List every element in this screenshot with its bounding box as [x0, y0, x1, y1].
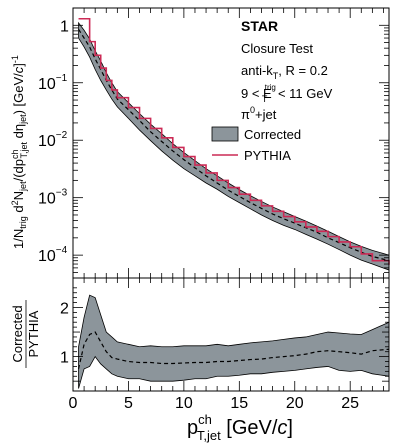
legend-swatch-corrected	[211, 126, 239, 142]
y-tick-label: 10−1	[38, 73, 68, 93]
ratio-y-tick-label: 1	[60, 350, 69, 367]
legend-label-pythia: PYTHIA	[244, 148, 291, 163]
legend-label-corrected: Corrected	[244, 127, 301, 142]
x-tick-label: 15	[230, 395, 248, 412]
x-tick-label: 20	[286, 395, 304, 412]
legend-line2: anti-kT, R = 0.2	[241, 63, 328, 81]
legend-experiment: STAR	[241, 18, 278, 34]
ratio-frame	[72, 277, 390, 392]
y-tick-label: 10−3	[38, 188, 68, 208]
ratio-y-tick-label: 2	[60, 300, 69, 317]
ratio-band	[78, 294, 390, 389]
ratio-panel: 120 5 10 15 20 25 Corrected PYTHIA	[10, 277, 390, 412]
legend-line1: Closure Test	[241, 41, 313, 56]
y-tick-label: 10−2	[38, 130, 68, 150]
corrected-uncertainty-band	[78, 21, 390, 271]
x-axis-label: pch T,jet [GeV/c]	[187, 412, 293, 443]
corrected-band	[78, 21, 390, 271]
ratio-uncertainty-band	[78, 294, 390, 389]
ratio-ticks: 120 5 10 15 20 25	[60, 278, 389, 412]
x-tick-label: 5	[124, 395, 133, 412]
x-tick-label: 25	[341, 395, 359, 412]
y-tick-label: 1	[60, 18, 69, 35]
ratio-y-label-bottom: PYTHIA	[26, 310, 41, 357]
top-y-axis-label: 1/Ntrig d2Njet/(dpchT,jet dηjet) [GeV/c]…	[10, 55, 29, 249]
legend: STAR Closure Test anti-kT, R = 0.2 9 < E…	[211, 18, 333, 163]
top-y-ticks: 1 10−1 10−2 10−3 10−4	[38, 7, 389, 279]
ratio-line	[77, 331, 390, 370]
pythia-line	[78, 17, 390, 265]
legend-line3: 9 < Etrig T < 11 GeV	[241, 83, 333, 104]
y-tick-label: 10−4	[38, 245, 68, 265]
x-tick-label: 0	[69, 395, 78, 412]
ratio-y-label-top: Corrected	[10, 305, 25, 362]
corrected-line	[78, 29, 390, 262]
ratio-series	[77, 331, 390, 370]
top-panel: 1 10−1 10−2 10−3 10−4 STAR Closure Test anti…	[10, 7, 390, 279]
legend-line4: π0+jet	[241, 105, 277, 122]
x-tick-label: 10	[175, 395, 193, 412]
top-series	[78, 17, 390, 265]
